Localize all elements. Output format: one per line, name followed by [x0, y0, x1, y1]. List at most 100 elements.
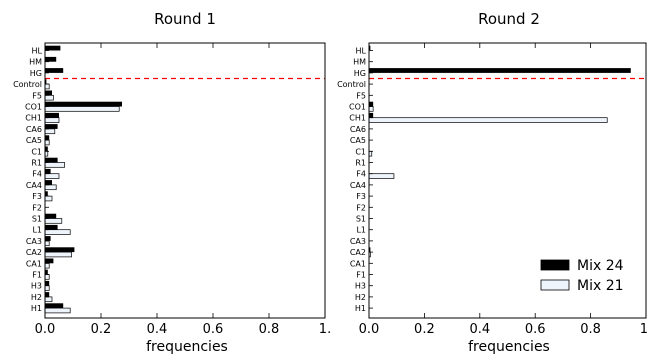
y-tick-label: F4 [32, 170, 42, 179]
x-tick-label: 1. [319, 322, 331, 337]
chart-panel-round-2: Round 2 HL HM HG Control F5 CO1 CH1 CA6 CA5 C1 R1 F… [337, 10, 649, 354]
y-tick-label: H3 [31, 282, 42, 291]
bar-mix-24-co1 [369, 101, 374, 107]
y-tick-label: C1 [31, 147, 42, 156]
y-tick-label: HG [30, 69, 42, 78]
legend: Mix 24 Mix 21 [538, 254, 643, 298]
bar-mix-21-co1 [368, 106, 374, 112]
bar-mix-21-ch1 [44, 117, 60, 123]
bar-mix-24-co1 [45, 101, 122, 107]
bar-mix-21-control [44, 83, 50, 90]
y-tick-label: CA5 [26, 136, 42, 145]
y-tick-label: Control [13, 80, 42, 89]
bar-mix-21-s1 [44, 218, 63, 224]
bar-mix-24-ca5 [45, 135, 50, 141]
x-tick-label: 0.4 [469, 322, 490, 337]
y-tick-label: R1 [31, 159, 42, 168]
bars [44, 45, 122, 314]
x-tick-label: 0.4 [147, 322, 168, 337]
y-tick-label: HM [29, 58, 42, 67]
x-tick-label: 0.6 [525, 322, 546, 337]
y-tick-label: F3 [32, 192, 42, 201]
y-tick-label: F5 [356, 91, 366, 100]
x-tick-label: 0.0 [35, 322, 56, 337]
y-tick-label: CA1 [350, 259, 366, 268]
x-axis-label: frequencies [146, 339, 228, 354]
y-tick-label: CA2 [26, 248, 42, 257]
x-axis-label: frequencies [468, 339, 550, 354]
y-tick-label: F3 [356, 192, 366, 201]
y-tick-label: F2 [32, 203, 42, 212]
legend-swatch-mix-21 [540, 279, 570, 291]
x-tick-label: 0.8 [580, 322, 601, 337]
y-tick-label: HL [356, 47, 367, 56]
bar-mix-21-ca2 [44, 251, 72, 258]
chart-title: Round 2 [478, 10, 540, 28]
y-tick-label: H3 [355, 282, 366, 291]
bar-mix-21-h1 [44, 307, 71, 314]
x-ticks [44, 43, 326, 318]
y-tick-label: CA6 [26, 125, 42, 134]
bar-mix-24-hl [45, 45, 61, 51]
bar-mix-21-ca4 [44, 184, 57, 191]
y-tick-label: H2 [31, 293, 42, 302]
y-tick-label: CA1 [26, 259, 42, 268]
bar-mix-21-ca3 [44, 240, 50, 247]
bar-mix-24-f4 [45, 168, 51, 174]
bar-mix-21-ca1 [44, 262, 50, 269]
y-tick-label: CA6 [350, 125, 366, 134]
x-tick-labels: 0.0 0.2 0.4 0.6 0.8 1. [359, 322, 649, 337]
bar-mix-24-ca2 [45, 247, 75, 253]
bar-mix-24-ca4 [45, 180, 52, 185]
bar-mix-21-ch1 [368, 117, 608, 123]
x-tick-label: 0.0 [359, 322, 380, 337]
x-tick-label: 0.6 [203, 322, 224, 337]
chart-title: Round 1 [154, 10, 216, 28]
chart-panel-round-1: Round 1 HL HM HG Control F5 CO1 CH1 CA6 CA5 C1 R1 F… [13, 10, 331, 354]
y-tick-label: CA4 [350, 181, 366, 190]
x-tick-label: 1. [640, 322, 649, 337]
y-tick-label: L1 [356, 226, 366, 235]
plot-frame [368, 42, 647, 319]
y-ticks [369, 50, 373, 309]
bar-mix-21-l1 [44, 229, 71, 235]
bar-mix-24-ch1 [369, 112, 374, 118]
y-tick-label: CA4 [26, 181, 42, 190]
x-tick-label: 0.2 [91, 322, 112, 337]
bar-mix-24-h2 [45, 292, 50, 297]
x-tick-label: 0.8 [259, 322, 280, 337]
bar-mix-24-h3 [45, 280, 50, 286]
bar-mix-21-h2 [44, 296, 53, 303]
y-tick-labels: HL HM HG Control F5 CO1 CH1 CA6 CA5 C1 R1 F4 CA4 F3 F2… [337, 47, 366, 314]
bar-mix-24-hl [369, 45, 371, 51]
bar-mix-24-h1 [45, 303, 64, 309]
y-tick-label: CA2 [350, 248, 366, 257]
y-tick-label: C1 [355, 147, 366, 156]
bar-mix-24-ca2 [369, 247, 371, 253]
y-tick-label: S1 [356, 215, 366, 224]
bar-mix-24-c1 [45, 146, 48, 152]
bar-mix-24-control [45, 79, 47, 85]
y-tick-label: Control [337, 80, 366, 89]
bar-mix-24-f1 [45, 269, 48, 275]
bar-mix-21-ca5 [44, 139, 50, 146]
x-tick-label: 0.2 [414, 322, 435, 337]
y-tick-label: H1 [31, 304, 42, 313]
y-tick-label: CH1 [349, 114, 366, 123]
y-tick-label: F1 [356, 271, 366, 280]
y-tick-label: F1 [32, 271, 42, 280]
legend-label-mix-24: Mix 24 [577, 258, 624, 274]
bar-mix-24-l1 [45, 224, 58, 230]
y-tick-label: F4 [356, 170, 366, 179]
bar-mix-24-ch1 [45, 112, 59, 118]
y-tick-label: CO1 [349, 103, 366, 112]
bar-mix-24-r1 [45, 157, 58, 163]
y-tick-label: CO1 [25, 103, 42, 112]
bar-mix-21-f3 [44, 195, 53, 202]
bar-mix-21-f4 [44, 173, 60, 179]
y-tick-label: H1 [355, 304, 366, 313]
y-tick-label: CA3 [26, 237, 42, 246]
y-tick-label: S1 [32, 215, 42, 224]
x-ticks [368, 43, 647, 318]
